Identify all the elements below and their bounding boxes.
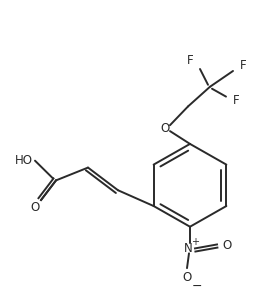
- Text: O: O: [182, 271, 192, 285]
- Text: HO: HO: [15, 154, 33, 167]
- Text: O: O: [222, 239, 232, 252]
- Text: N: N: [184, 242, 192, 255]
- Text: F: F: [240, 59, 246, 71]
- Text: O: O: [30, 201, 40, 215]
- Text: −: −: [192, 280, 202, 293]
- Text: O: O: [160, 122, 170, 135]
- Text: +: +: [191, 236, 199, 246]
- Text: F: F: [233, 94, 239, 107]
- Text: F: F: [187, 54, 193, 67]
